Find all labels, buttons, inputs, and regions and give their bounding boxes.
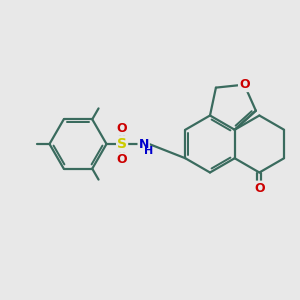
Text: H: H xyxy=(144,146,153,156)
Text: O: O xyxy=(117,153,128,166)
Text: S: S xyxy=(117,137,127,151)
Text: O: O xyxy=(239,78,250,91)
Text: O: O xyxy=(254,182,265,195)
Text: O: O xyxy=(117,122,128,135)
Text: N: N xyxy=(139,137,149,151)
